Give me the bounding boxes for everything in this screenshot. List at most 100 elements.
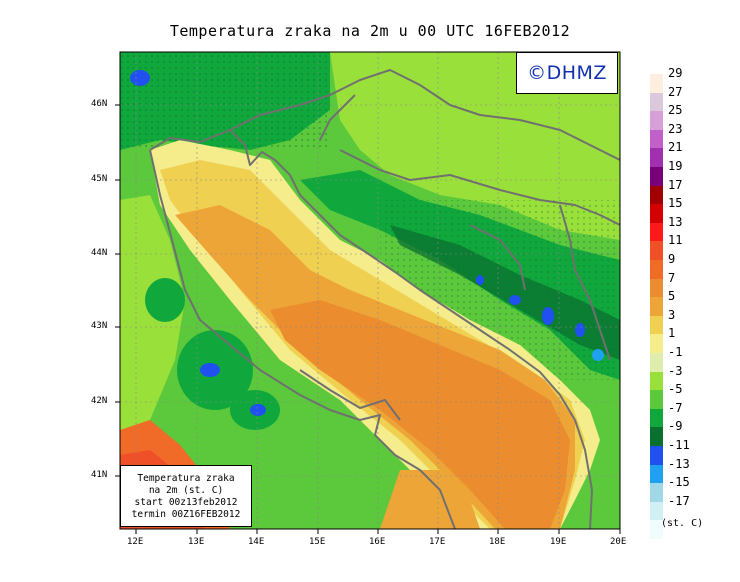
legend-label: 3 [668, 307, 676, 322]
legend-item: 19 [650, 148, 740, 173]
lon-label: 16E [369, 537, 386, 547]
plot-frame [119, 51, 621, 530]
lon-label: 13E [188, 537, 205, 547]
lon-label: 15E [309, 537, 326, 547]
lat-label: 41N [91, 470, 108, 480]
legend-item: 9 [650, 241, 740, 266]
legend-item: -13 [650, 446, 740, 471]
map-title: Temperatura zraka na 2m u 00 UTC 16FEB20… [169, 22, 571, 40]
legend-label: -13 [668, 456, 690, 471]
legend-swatch [650, 408, 663, 428]
legend-swatch [650, 278, 663, 298]
legend-swatch [650, 185, 663, 205]
legend-item: 23 [650, 111, 740, 136]
legend-label: 11 [668, 233, 683, 248]
legend-label: 25 [668, 103, 683, 118]
lon-label: 14E [248, 537, 265, 547]
legend-item: -1 [650, 334, 740, 359]
legend-item: 5 [650, 278, 740, 303]
lat-label: 45N [91, 174, 108, 184]
legend-label: 29 [668, 66, 683, 80]
legend-label: 15 [668, 196, 683, 211]
legend-label: -5 [668, 382, 683, 397]
legend-item: -9 [650, 408, 740, 433]
lon-label: 17E [429, 537, 446, 547]
legend-swatch [650, 148, 663, 167]
legend-item: 13 [650, 204, 740, 229]
legend-swatch [650, 241, 663, 260]
info-line-3: start 00z13feb2012 [134, 497, 238, 508]
legend-swatch [650, 427, 663, 446]
legend-swatch [650, 501, 663, 521]
legend-item [650, 520, 740, 539]
legend-item: -3 [650, 353, 740, 378]
legend-swatch [650, 315, 663, 335]
legend-swatch [650, 334, 663, 353]
lat-label: 43N [91, 321, 108, 331]
legend-label: 21 [668, 140, 683, 155]
legend-item: -5 [650, 371, 740, 396]
legend-item [650, 501, 740, 521]
legend-label: 5 [668, 289, 676, 304]
legend-item: 1 [650, 315, 740, 340]
legend-item: 3 [650, 297, 740, 322]
legend-item: 15 [650, 185, 740, 210]
legend-item: 11 [650, 222, 740, 247]
legend-item: -11 [650, 427, 740, 452]
legend-label: -15 [668, 475, 690, 490]
legend-item: -17 [650, 483, 740, 508]
legend-swatch [650, 204, 663, 223]
legend-swatch [650, 446, 663, 465]
dhmz-logo: ©DHMZ [516, 52, 618, 94]
legend-label: 13 [668, 214, 683, 229]
lon-label: 20E [610, 537, 627, 547]
legend-swatch [650, 483, 663, 502]
legend-item: 27 [650, 74, 740, 99]
legend-swatch [650, 464, 663, 484]
legend-swatch [650, 353, 663, 372]
legend-item: 25 [650, 92, 740, 117]
lat-label: 42N [91, 396, 108, 406]
legend-swatch [650, 260, 663, 279]
legend-item: 21 [650, 129, 740, 154]
legend-label: 7 [668, 270, 676, 285]
lon-label: 18E [489, 537, 506, 547]
lat-label: 46N [91, 99, 108, 109]
legend-item: -7 [650, 390, 740, 415]
legend-item: 7 [650, 260, 740, 285]
lon-label: 19E [550, 537, 567, 547]
legend-label: -9 [668, 419, 683, 434]
lat-label: 44N [91, 248, 108, 258]
legend-label: 23 [668, 121, 683, 136]
legend-swatch [650, 222, 663, 242]
pannonian-region [330, 52, 620, 240]
legend-label: -7 [668, 400, 683, 415]
legend-swatch [650, 111, 663, 130]
legend-label: 19 [668, 158, 683, 173]
legend-swatch [650, 92, 663, 112]
legend-swatch [650, 520, 663, 539]
legend-item: -15 [650, 464, 740, 489]
legend-label: -17 [668, 493, 690, 508]
legend-swatch [650, 390, 663, 409]
legend-swatch [650, 297, 663, 316]
info-line-1: Temperatura zraka [137, 473, 235, 484]
legend-label: -3 [668, 363, 683, 378]
legend-item: 17 [650, 167, 740, 192]
coastline [149, 69, 620, 529]
legend-swatch [650, 167, 663, 186]
legend-label: 9 [668, 251, 676, 266]
legend-label: 27 [668, 84, 683, 99]
legend-swatch [650, 129, 663, 149]
legend-label: -11 [668, 437, 690, 452]
info-box: Temperatura zraka na 2m (st. C) start 00… [120, 465, 252, 527]
lon-label: 12E [127, 537, 144, 547]
legend-label: 17 [668, 177, 683, 192]
legend-label: -1 [668, 344, 683, 359]
legend-units: (st. C) [661, 518, 704, 529]
info-line-2: na 2m (st. C) [148, 485, 224, 496]
legend-swatch [650, 74, 663, 93]
info-line-4: termin 00Z16FEB2012 [131, 509, 241, 520]
legend-label: 1 [668, 326, 676, 341]
